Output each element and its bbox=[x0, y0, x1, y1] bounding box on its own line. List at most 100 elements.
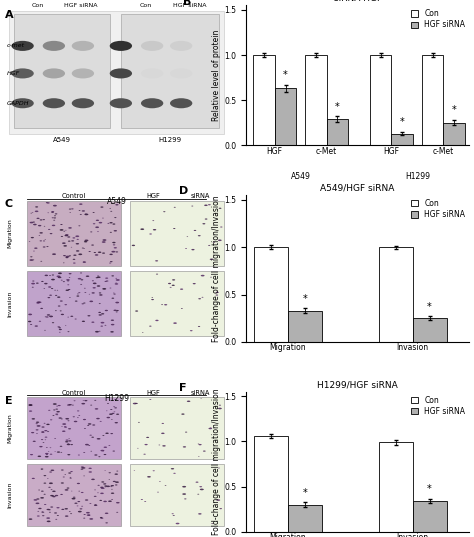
Text: D: D bbox=[179, 186, 188, 196]
Ellipse shape bbox=[83, 514, 86, 515]
Text: c-met: c-met bbox=[7, 43, 25, 48]
Ellipse shape bbox=[62, 242, 66, 244]
Ellipse shape bbox=[153, 229, 156, 230]
Ellipse shape bbox=[55, 295, 57, 296]
Ellipse shape bbox=[203, 451, 206, 452]
Ellipse shape bbox=[104, 485, 107, 487]
Text: C: C bbox=[5, 199, 13, 209]
Ellipse shape bbox=[116, 512, 118, 513]
Ellipse shape bbox=[183, 446, 186, 447]
Ellipse shape bbox=[46, 202, 48, 203]
Ellipse shape bbox=[48, 229, 50, 230]
Ellipse shape bbox=[106, 410, 108, 411]
Ellipse shape bbox=[78, 415, 80, 416]
Ellipse shape bbox=[46, 509, 50, 510]
Text: Migration: Migration bbox=[7, 413, 12, 443]
Ellipse shape bbox=[41, 281, 44, 282]
Ellipse shape bbox=[102, 239, 107, 241]
Ellipse shape bbox=[111, 489, 113, 490]
Ellipse shape bbox=[44, 330, 46, 331]
Ellipse shape bbox=[51, 288, 53, 289]
Ellipse shape bbox=[57, 290, 58, 291]
Text: HGF siRNA: HGF siRNA bbox=[173, 3, 206, 8]
Ellipse shape bbox=[29, 241, 30, 242]
Ellipse shape bbox=[74, 503, 78, 504]
Ellipse shape bbox=[57, 452, 60, 453]
Ellipse shape bbox=[36, 423, 38, 424]
Bar bbox=[412, 318, 447, 342]
Ellipse shape bbox=[33, 224, 36, 226]
Ellipse shape bbox=[42, 431, 45, 433]
Ellipse shape bbox=[116, 251, 118, 252]
Ellipse shape bbox=[77, 505, 79, 506]
Ellipse shape bbox=[91, 437, 94, 438]
Ellipse shape bbox=[64, 489, 68, 491]
Ellipse shape bbox=[72, 41, 94, 51]
Ellipse shape bbox=[65, 441, 68, 442]
Ellipse shape bbox=[97, 275, 99, 277]
Ellipse shape bbox=[116, 311, 118, 313]
Ellipse shape bbox=[46, 454, 48, 455]
Ellipse shape bbox=[93, 282, 97, 284]
Ellipse shape bbox=[145, 444, 148, 445]
Legend: Con, HGF siRNA: Con, HGF siRNA bbox=[410, 9, 465, 30]
Text: GAPDH: GAPDH bbox=[7, 101, 29, 106]
Ellipse shape bbox=[44, 288, 45, 289]
Ellipse shape bbox=[99, 303, 100, 304]
Ellipse shape bbox=[102, 252, 105, 254]
Text: *: * bbox=[400, 117, 405, 127]
Bar bbox=[379, 247, 412, 342]
Ellipse shape bbox=[114, 399, 117, 400]
Ellipse shape bbox=[144, 501, 146, 502]
Ellipse shape bbox=[96, 418, 100, 419]
Ellipse shape bbox=[110, 409, 112, 410]
Ellipse shape bbox=[110, 485, 114, 487]
Text: *: * bbox=[452, 105, 456, 115]
Ellipse shape bbox=[32, 212, 33, 213]
Ellipse shape bbox=[52, 224, 55, 226]
Ellipse shape bbox=[37, 455, 41, 457]
Ellipse shape bbox=[36, 282, 39, 284]
Ellipse shape bbox=[48, 410, 50, 411]
Ellipse shape bbox=[39, 321, 41, 322]
Ellipse shape bbox=[36, 422, 39, 423]
Ellipse shape bbox=[84, 240, 89, 241]
Ellipse shape bbox=[11, 41, 34, 51]
Ellipse shape bbox=[64, 235, 68, 236]
Ellipse shape bbox=[185, 432, 187, 433]
Ellipse shape bbox=[100, 487, 103, 488]
Ellipse shape bbox=[42, 511, 43, 512]
Ellipse shape bbox=[29, 410, 32, 412]
Bar bbox=[288, 505, 322, 532]
Ellipse shape bbox=[80, 508, 82, 510]
Ellipse shape bbox=[41, 512, 44, 513]
Bar bbox=[253, 55, 275, 146]
Bar bbox=[422, 55, 443, 146]
Ellipse shape bbox=[138, 422, 140, 423]
Ellipse shape bbox=[53, 409, 55, 410]
Ellipse shape bbox=[86, 512, 90, 513]
Ellipse shape bbox=[36, 503, 39, 504]
Ellipse shape bbox=[70, 513, 72, 514]
Ellipse shape bbox=[99, 222, 102, 223]
Text: F: F bbox=[179, 383, 186, 393]
Ellipse shape bbox=[84, 241, 87, 243]
Ellipse shape bbox=[171, 468, 174, 469]
Ellipse shape bbox=[45, 453, 48, 454]
Ellipse shape bbox=[86, 275, 89, 277]
Ellipse shape bbox=[108, 500, 112, 502]
Ellipse shape bbox=[46, 316, 49, 318]
Ellipse shape bbox=[116, 470, 118, 471]
Ellipse shape bbox=[208, 204, 211, 205]
Ellipse shape bbox=[94, 454, 98, 456]
Ellipse shape bbox=[159, 481, 161, 482]
Ellipse shape bbox=[52, 322, 54, 323]
Ellipse shape bbox=[77, 239, 79, 240]
Ellipse shape bbox=[88, 445, 90, 446]
Text: *: * bbox=[283, 70, 288, 81]
Ellipse shape bbox=[162, 423, 164, 424]
Ellipse shape bbox=[111, 413, 115, 414]
Ellipse shape bbox=[81, 469, 83, 470]
Ellipse shape bbox=[48, 487, 51, 488]
Ellipse shape bbox=[68, 227, 72, 229]
